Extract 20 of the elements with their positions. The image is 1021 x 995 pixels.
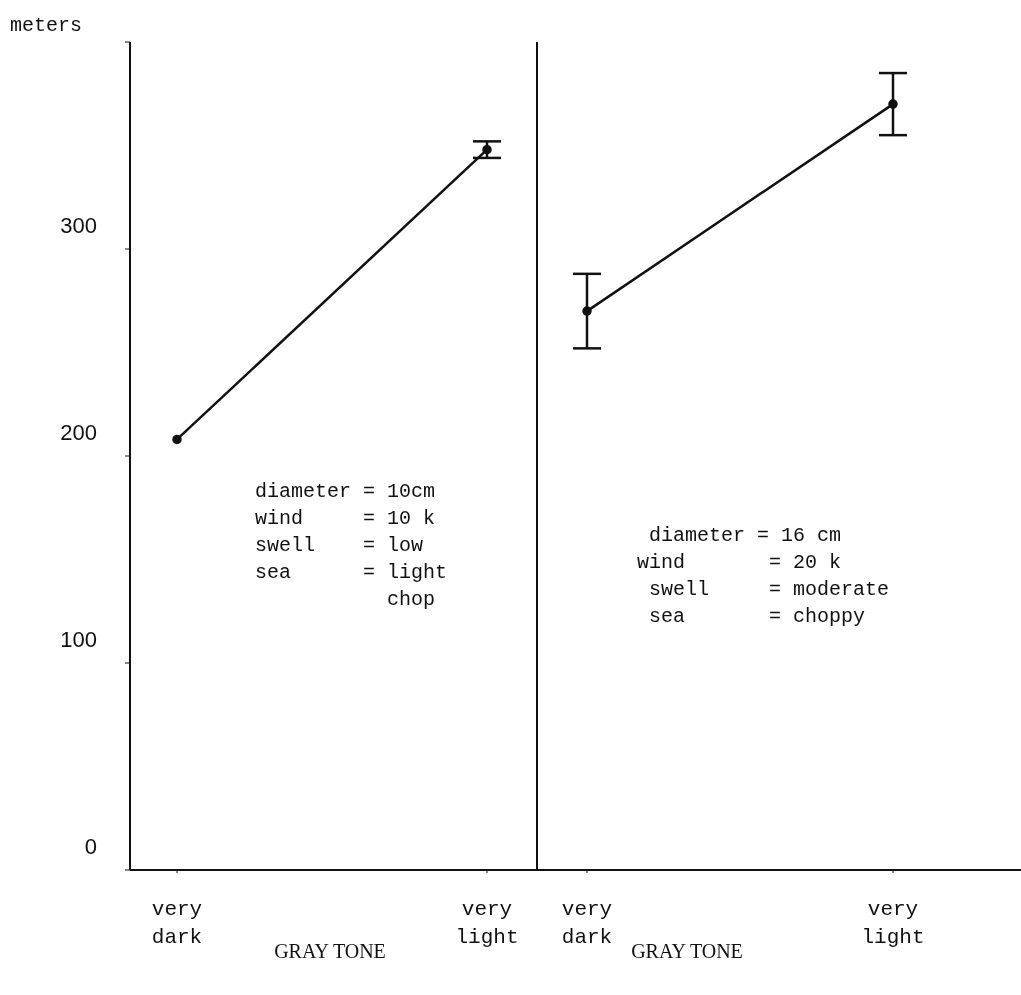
annotation: chop [386,587,437,613]
annotation: diameter = 10cm [255,479,437,505]
annotation: sea = light [255,560,448,586]
x-axis-title: GRAY TONE [631,940,743,963]
x-tick-label: very light [861,898,925,949]
x-tick-label: very dark [151,898,203,949]
y-tick-label: 300 [60,212,97,238]
x-tick-label: very dark [561,898,613,949]
annotation: wind = 20 k [637,550,843,576]
annotation: diameter = 16 cm [648,523,843,549]
y-axis-title: meters [10,14,83,37]
x-axis-title: GRAY TONE [274,940,386,963]
x-tick-label: very light [455,898,519,949]
y-tick-label: 100 [60,626,97,652]
annotation: swell = moderate [648,577,890,603]
annotation: wind = 10 k [255,506,437,532]
y-tick-label: 200 [60,419,97,445]
annotation: swell = low [255,533,425,559]
annotation: sea = choppy [648,604,867,630]
y-tick-label: 0 [84,833,97,859]
